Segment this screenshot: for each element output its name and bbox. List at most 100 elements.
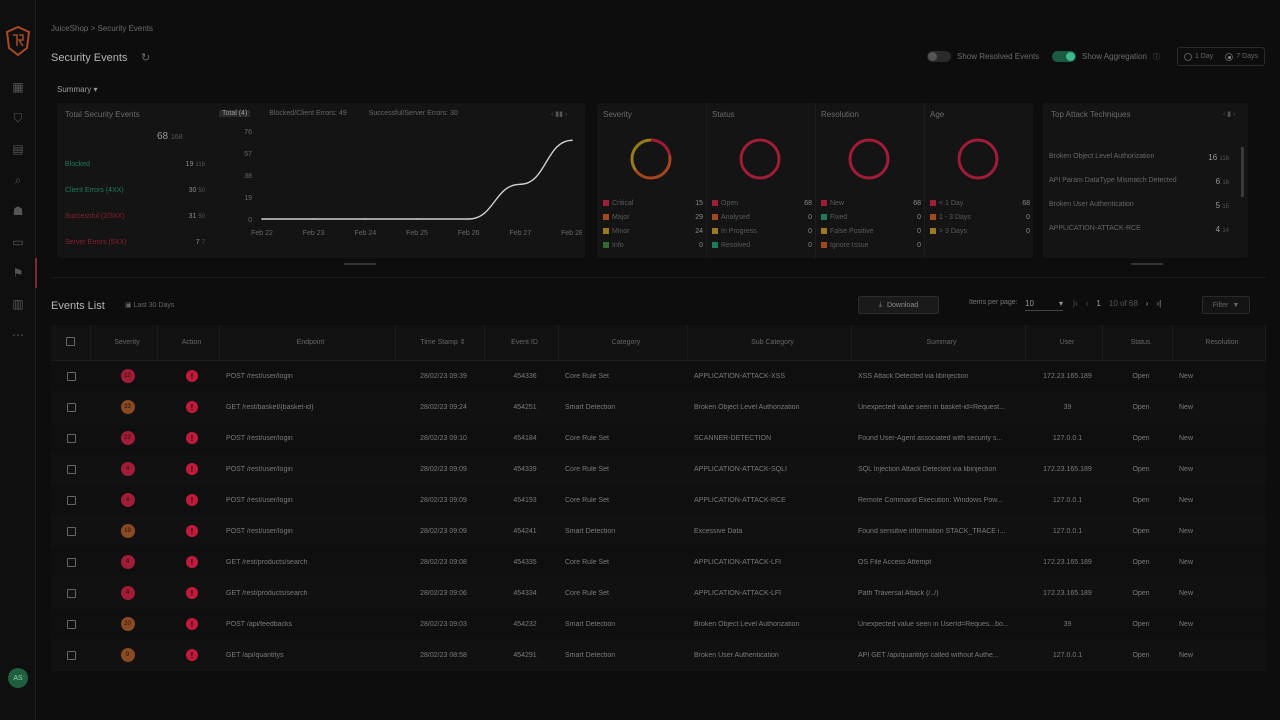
table-row[interactable]: 4! GET /rest/products/search 28/02/23 09:0…	[51, 547, 1266, 578]
col-user[interactable]: User	[1026, 324, 1103, 361]
alert-icon[interactable]: !	[186, 401, 198, 413]
range-7-days[interactable]: 7 Days	[1225, 52, 1258, 61]
data-point[interactable]	[312, 218, 315, 220]
reports-icon[interactable]: ▥	[12, 297, 24, 311]
bug-icon[interactable]: ☗	[12, 204, 24, 218]
resolution-slice[interactable]	[848, 138, 890, 180]
date-range-chip[interactable]: ▣ Last 30 Days	[125, 302, 175, 309]
status-legend-item[interactable]: Resolved 0	[712, 242, 812, 249]
summary-toggle[interactable]: Summary ▾	[57, 85, 98, 94]
col-sub-category[interactable]: Sub Category	[688, 324, 852, 361]
filter-button[interactable]: Filter ▼	[1202, 296, 1250, 314]
resolution-legend-item[interactable]: Fixed 0	[821, 214, 921, 221]
row-checkbox[interactable]	[51, 588, 91, 598]
alert-icon[interactable]: !	[186, 463, 198, 475]
data-point[interactable]	[519, 183, 522, 186]
prev-page-icon[interactable]: ‹	[1085, 299, 1089, 308]
row-checkbox[interactable]	[51, 557, 91, 567]
attack-technique-row[interactable]: APPLICATION-ATTACK-RCE 4 14	[1049, 225, 1229, 234]
alert-icon[interactable]: !	[186, 649, 198, 661]
show-aggregation-switch[interactable]	[1052, 51, 1076, 62]
tab-successful[interactable]: Successful/Server Errors: 30	[368, 110, 458, 117]
resolution-legend-item[interactable]: False Positive 0	[821, 228, 921, 235]
scrollbar[interactable]	[1241, 147, 1244, 197]
shield-icon[interactable]: ⛉	[13, 110, 23, 125]
data-point[interactable]	[467, 218, 470, 220]
age-legend-item[interactable]: > 3 Days 0	[930, 228, 1030, 235]
user-avatar[interactable]: AS	[8, 668, 28, 688]
stat-row[interactable]: Blocked 19 116	[65, 161, 205, 168]
row-checkbox[interactable]	[51, 464, 91, 474]
attack-pager[interactable]: ‹ ▮ ›	[1223, 111, 1236, 118]
row-checkbox[interactable]	[51, 495, 91, 505]
data-point[interactable]	[571, 139, 573, 142]
row-checkbox[interactable]	[51, 619, 91, 629]
alert-icon[interactable]: !	[186, 618, 198, 630]
discovery-icon[interactable]: ⌕	[14, 172, 22, 187]
resolution-donut[interactable]	[845, 135, 893, 183]
apis-icon[interactable]: ▤	[12, 142, 24, 156]
table-row[interactable]: 12! POST /rest/user/login 28/02/23 09:39 45…	[51, 361, 1266, 392]
attack-technique-row[interactable]: Broken Object Level Authorization 16 116	[1049, 153, 1229, 162]
attack-technique-row[interactable]: API Param DataType Mismatch Detected 6 16	[1049, 177, 1229, 186]
row-checkbox[interactable]	[51, 650, 91, 660]
resolution-legend-item[interactable]: Ignore Issue 0	[821, 242, 921, 249]
status-legend-item[interactable]: Analysed 0	[712, 214, 812, 221]
info-icon[interactable]: ⓘ	[1152, 53, 1160, 61]
severity-slice[interactable]	[630, 138, 672, 180]
data-point[interactable]	[261, 218, 263, 220]
col-severity[interactable]: Severity	[91, 324, 158, 361]
stat-row[interactable]: Successful (2/3XX) 31 50	[65, 213, 205, 220]
show-resolved-switch[interactable]	[927, 51, 951, 62]
attack-technique-row[interactable]: Broken User Authentication 5 15	[1049, 201, 1229, 210]
row-checkbox[interactable]	[51, 526, 91, 536]
stat-row[interactable]: Server Errors (5XX) 7 7	[65, 239, 205, 246]
tab-blocked[interactable]: Blocked/Client Errors: 49	[269, 110, 347, 117]
severity-legend-item[interactable]: Info 0	[603, 242, 703, 249]
table-row[interactable]: 22! POST /rest/user/login 28/02/23 09:10 45…	[51, 423, 1266, 454]
status-legend-item[interactable]: In Progress 0	[712, 228, 812, 235]
alert-icon[interactable]: !	[186, 525, 198, 537]
resolution-legend-item[interactable]: New 68	[821, 200, 921, 207]
first-page-icon[interactable]: |‹	[1073, 299, 1078, 308]
col-event-id[interactable]: Event ID	[485, 324, 559, 361]
severity-slice[interactable]	[630, 138, 672, 180]
age-legend-item[interactable]: 1 - 3 Days 0	[930, 214, 1030, 221]
select-all-checkbox[interactable]	[51, 324, 91, 361]
chart-pager[interactable]: ‹ ▮▮ ›	[551, 111, 568, 118]
row-checkbox[interactable]	[51, 433, 91, 443]
table-row[interactable]: 4! GET /rest/products/search 28/02/23 09:0…	[51, 578, 1266, 609]
items-per-page-select[interactable]: 10 ▾	[1025, 297, 1063, 311]
row-checkbox[interactable]	[51, 371, 91, 381]
severity-legend-item[interactable]: Minor 24	[603, 228, 703, 235]
alert-icon[interactable]: !	[186, 556, 198, 568]
table-row[interactable]: 33! GET /rest/basket/{basket-id} 28/02/23 …	[51, 392, 1266, 423]
table-row[interactable]: 4! POST /rest/user/login 28/02/23 09:09 454…	[51, 485, 1266, 516]
severity-legend-item[interactable]: Critical 15	[603, 200, 703, 207]
status-slice[interactable]	[739, 138, 781, 180]
security-events-icon[interactable]: ⚑	[8, 258, 37, 288]
refresh-icon[interactable]: ↻	[141, 52, 151, 64]
age-donut[interactable]	[954, 135, 1002, 183]
col-category[interactable]: Category	[559, 324, 688, 361]
range-1-day[interactable]: 1 Day	[1183, 52, 1213, 61]
breadcrumb[interactable]: JuiceShop > Security Events	[51, 24, 154, 33]
series-line[interactable]	[262, 139, 573, 220]
data-point[interactable]	[364, 218, 367, 220]
age-slice[interactable]	[957, 138, 999, 180]
row-checkbox[interactable]	[51, 402, 91, 412]
more-icon[interactable]: ⋯	[12, 328, 24, 342]
col-summary[interactable]: Summary	[852, 324, 1026, 361]
carousel-indicator[interactable]	[344, 263, 376, 265]
col-status[interactable]: Status	[1103, 324, 1173, 361]
table-row[interactable]: 9! GET /api/quantitys 28/02/23 08:58 454291…	[51, 640, 1266, 671]
next-page-icon[interactable]: ›	[1145, 299, 1149, 308]
alert-icon[interactable]: !	[186, 432, 198, 444]
status-legend-item[interactable]: Open 68	[712, 200, 812, 207]
col-resolution[interactable]: Resolution	[1173, 324, 1266, 361]
data-point[interactable]	[416, 218, 418, 220]
download-button[interactable]: ⤓ Download	[858, 296, 939, 314]
table-row[interactable]: 20! POST /api/feedbacks 28/02/23 09:03 4542…	[51, 609, 1266, 640]
show-resolved-toggle[interactable]: Show Resolved Events	[927, 51, 1039, 62]
alert-icon[interactable]: !	[186, 587, 198, 599]
